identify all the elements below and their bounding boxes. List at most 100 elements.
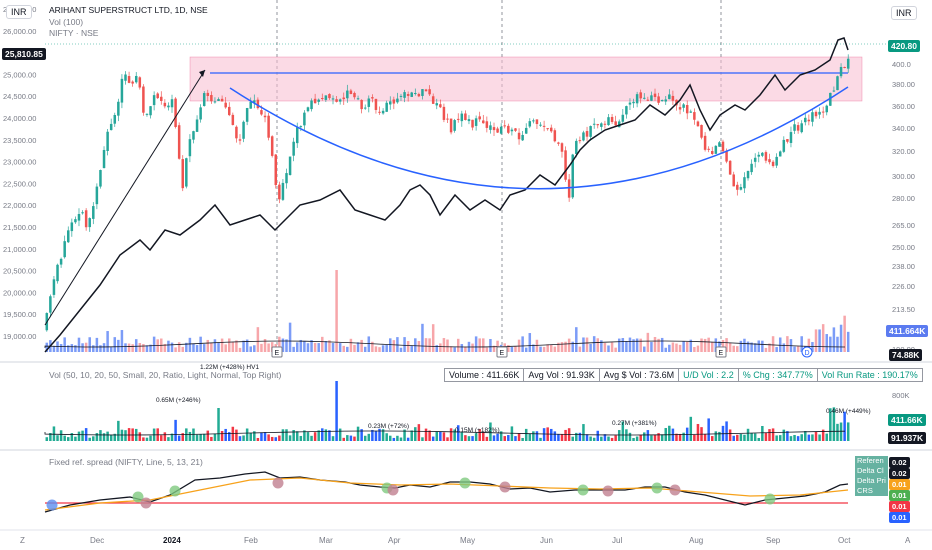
volume-panel-bar: [696, 423, 700, 441]
candle-body: [607, 117, 610, 126]
candle-body: [582, 132, 585, 141]
volume-bar: [185, 342, 188, 352]
rs-value-tag: 0.01: [889, 490, 910, 501]
volume-bar: [625, 341, 628, 352]
volume-panel-bar: [281, 429, 285, 441]
volume-panel-bar: [321, 428, 324, 441]
trend-arrow-line: [44, 69, 206, 326]
volume-bar: [435, 345, 439, 352]
volume-bar: [134, 339, 138, 352]
volume-panel-bar: [378, 428, 381, 441]
volume-bar: [707, 337, 710, 352]
volume-bar: [449, 346, 453, 352]
volume-panel-bar: [199, 434, 202, 441]
candle-body: [492, 127, 496, 131]
left-axis-tick: 19,000.00: [3, 332, 36, 341]
volume-panel-bar: [92, 436, 95, 441]
candle-body: [142, 86, 145, 113]
candle-body: [453, 120, 456, 131]
volume-bar: [553, 346, 557, 352]
volume-panel-bar: [564, 429, 567, 441]
volume-bar: [92, 345, 95, 352]
candle-body: [360, 99, 363, 110]
candle-body: [467, 119, 471, 122]
volume-panel-bar: [761, 425, 764, 441]
volume-bar: [782, 343, 786, 352]
candle-body: [660, 100, 664, 102]
volume-panel-bar: [539, 437, 542, 441]
right-axis-tick: 400.0: [892, 60, 911, 69]
volume-bar: [761, 340, 764, 352]
volume-panel-bar: [353, 436, 356, 441]
volume-panel-bar: [220, 430, 224, 441]
candle-body: [338, 99, 342, 102]
candle-body: [632, 101, 635, 104]
candle-body: [596, 124, 600, 126]
volume-panel-bar: [746, 428, 750, 441]
volume-bar: [363, 346, 367, 352]
volume-bar: [138, 342, 142, 352]
candle-body: [575, 140, 578, 154]
volume-bar: [317, 343, 320, 352]
rs-legend-reference: Referen: [857, 456, 884, 465]
volume-bar: [639, 338, 642, 352]
candle-body: [460, 113, 464, 122]
volume-bar: [843, 315, 846, 352]
volume-bar: [328, 340, 331, 352]
candle-body: [728, 160, 732, 175]
candle-body: [478, 116, 481, 120]
volume-panel-bar: [52, 426, 56, 441]
volume-panel-bar: [550, 428, 553, 441]
volume-bar: [528, 333, 532, 352]
volume-panel-bar: [782, 429, 786, 441]
candle-body: [542, 125, 546, 127]
candle-body: [635, 94, 639, 104]
volume-bar: [124, 343, 127, 352]
candle-body: [474, 118, 478, 126]
volume-bar: [360, 339, 363, 352]
volume-bar: [829, 336, 832, 352]
volume-bar: [403, 337, 406, 352]
volume-bar: [578, 346, 582, 352]
candle-body: [267, 115, 270, 138]
volume-panel-bar: [818, 434, 821, 441]
volume-bar: [417, 341, 421, 352]
volume-panel-bar: [764, 432, 768, 441]
candle-body: [410, 92, 413, 97]
volume-bar: [592, 336, 596, 352]
volume-panel-bar: [768, 429, 771, 441]
volume-bar: [714, 338, 718, 352]
volume-panel-bar: [81, 430, 84, 441]
candle-body: [807, 119, 811, 122]
volume-bar: [353, 344, 356, 352]
left-axis-tick: 24,000.00: [3, 114, 36, 123]
volume-panel-bar: [331, 436, 335, 441]
volume-bar: [335, 270, 338, 352]
candle-body: [95, 186, 99, 205]
volume-bar: [392, 340, 396, 352]
candle-body: [149, 106, 152, 116]
currency-label[interactable]: INR: [6, 5, 32, 19]
rs-crossover-dot: [272, 477, 284, 489]
timezone-toggle: Z: [20, 536, 25, 545]
right-currency-button[interactable]: INR: [891, 6, 917, 20]
candle-body: [539, 124, 542, 126]
volume-panel-bar: [846, 422, 850, 441]
candle-body: [625, 106, 628, 115]
candle-body: [163, 102, 167, 107]
volume-panel-bar: [646, 430, 650, 441]
candle-body: [349, 90, 353, 95]
volume-bar: [657, 338, 660, 352]
cup-curve: [229, 86, 849, 190]
volume-bar: [675, 343, 678, 352]
candle-body: [192, 131, 195, 140]
volume-panel-bar: [253, 431, 256, 441]
candle-body: [421, 89, 424, 96]
volume-bar: [682, 341, 685, 352]
candle-body: [313, 98, 317, 104]
volume-panel-bar: [213, 433, 217, 441]
volume-bar: [439, 343, 442, 352]
volume-panel-bar: [138, 432, 142, 441]
